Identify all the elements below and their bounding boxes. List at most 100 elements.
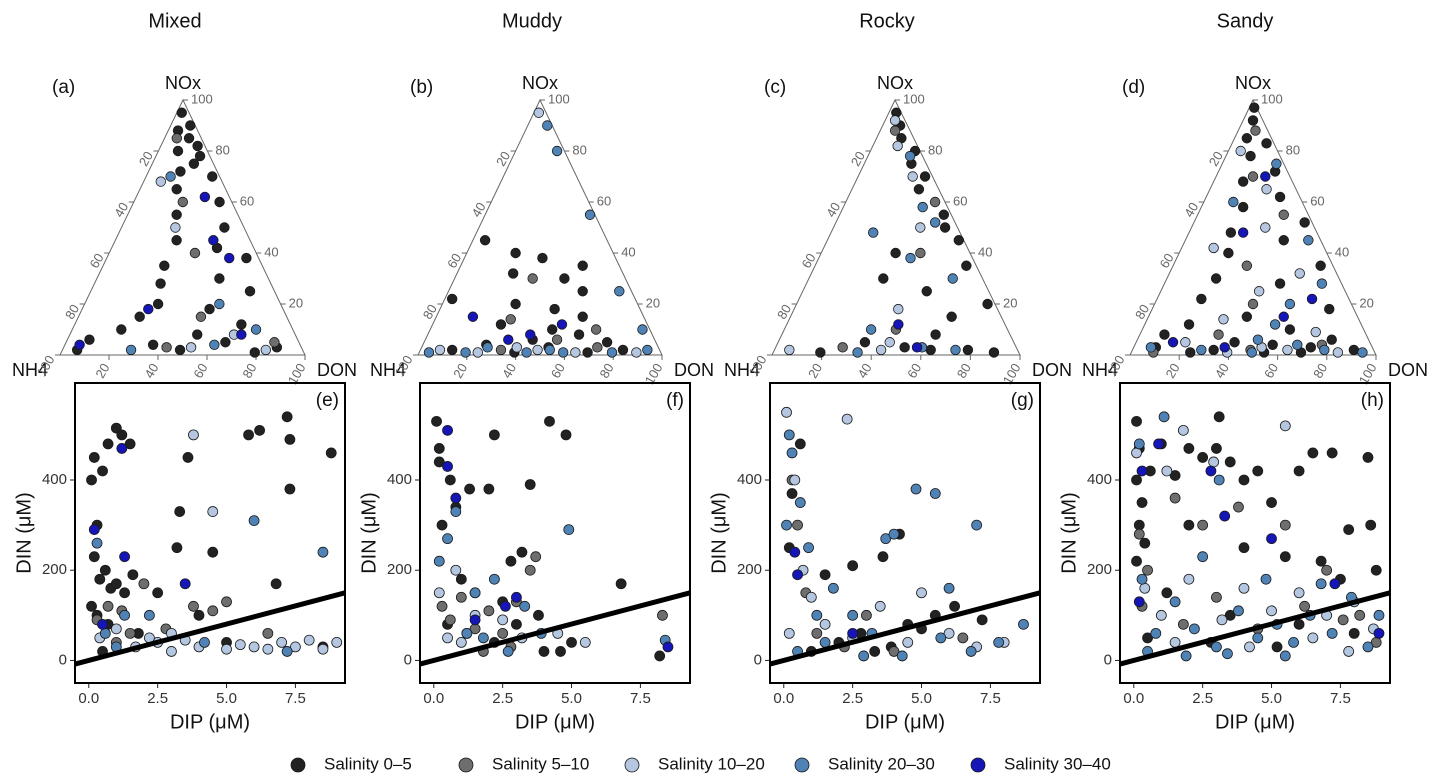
- data-point: [460, 347, 471, 358]
- data-point: [483, 483, 495, 495]
- data-point: [1260, 573, 1272, 585]
- plot-frame: [1119, 382, 1391, 684]
- data-point: [874, 600, 886, 612]
- tick-label: 80: [215, 142, 229, 157]
- data-point: [119, 551, 130, 563]
- data-point: [827, 582, 839, 594]
- data-point: [877, 551, 889, 563]
- data-point: [542, 120, 553, 131]
- data-point: [858, 650, 870, 662]
- data-point: [510, 298, 521, 310]
- data-point: [662, 641, 674, 653]
- data-point: [1233, 501, 1244, 513]
- data-point: [1131, 555, 1142, 567]
- data-point: [236, 319, 247, 330]
- x-axis-title: DIP (μM): [515, 711, 595, 733]
- data-point: [1271, 641, 1283, 653]
- data-point: [938, 209, 950, 220]
- data-point: [946, 311, 957, 322]
- data-point: [510, 247, 521, 259]
- data-point: [1293, 465, 1305, 477]
- x-tick-label: 2.5: [1192, 690, 1213, 707]
- data-point: [916, 587, 927, 599]
- data-point: [929, 488, 941, 499]
- data-point: [179, 578, 191, 590]
- data-point: [442, 424, 453, 436]
- data-point: [502, 646, 514, 657]
- tick-label: 100: [1261, 91, 1283, 106]
- data-point: [803, 542, 814, 554]
- data-point: [1197, 519, 1209, 531]
- data-point: [249, 347, 260, 358]
- tick-label: 40: [141, 361, 161, 381]
- data-point: [1267, 339, 1278, 351]
- data-point: [868, 227, 879, 238]
- data-point: [1237, 227, 1249, 238]
- data-point: [442, 632, 453, 644]
- tick-label: 40: [1212, 361, 1232, 381]
- data-point: [102, 438, 114, 450]
- data-point: [207, 171, 218, 182]
- tick-label: 20: [136, 149, 156, 169]
- data-point: [423, 347, 435, 358]
- data-point: [204, 303, 215, 315]
- data-point: [538, 646, 550, 657]
- data-point: [281, 411, 293, 423]
- data-point: [434, 344, 446, 356]
- data-point: [1177, 424, 1189, 436]
- data-point: [915, 222, 926, 233]
- data-point: [1180, 337, 1191, 348]
- data-point: [1196, 344, 1207, 356]
- tick-label: 40: [264, 244, 278, 259]
- data-point: [1133, 519, 1145, 531]
- data-point: [1329, 578, 1341, 590]
- data-point: [74, 339, 85, 351]
- right-vertex-label: DON: [674, 360, 714, 380]
- data-point: [433, 587, 445, 599]
- data-point: [505, 314, 516, 325]
- x-tick-label: 7.5: [630, 690, 651, 707]
- tick-label: 40: [823, 200, 843, 220]
- data-point: [1223, 247, 1234, 259]
- data-point: [582, 347, 593, 358]
- data-point: [859, 337, 871, 348]
- data-point: [1315, 555, 1327, 567]
- data-point: [642, 344, 653, 356]
- data-point: [524, 479, 536, 490]
- data-point: [902, 636, 914, 648]
- data-point: [236, 329, 247, 340]
- data-point: [1260, 222, 1271, 233]
- data-point: [786, 447, 798, 459]
- data-point: [884, 337, 895, 348]
- data-point: [194, 150, 206, 162]
- data-point: [1241, 311, 1253, 322]
- data-point: [207, 546, 219, 558]
- data-point: [1177, 618, 1189, 630]
- data-point: [1293, 618, 1305, 630]
- data-point: [221, 643, 232, 655]
- data-point: [1310, 326, 1321, 338]
- data-point: [1321, 564, 1333, 576]
- data-point: [511, 342, 523, 353]
- data-point: [1213, 474, 1225, 486]
- data-point: [893, 319, 904, 330]
- data-point: [152, 298, 164, 310]
- tick-label: 60: [799, 251, 819, 271]
- tick-label: 20: [1359, 295, 1373, 310]
- data-point: [1337, 614, 1349, 626]
- data-point: [949, 600, 960, 612]
- data-point: [929, 217, 941, 228]
- data-point: [1213, 411, 1225, 423]
- data-point: [1249, 102, 1260, 113]
- data-point: [224, 252, 235, 264]
- data-point: [875, 344, 887, 356]
- data-point: [953, 235, 964, 246]
- data-point: [1133, 528, 1145, 540]
- tick-label: 80: [597, 361, 617, 381]
- data-point: [1307, 632, 1319, 644]
- x-tick-label: 7.5: [980, 690, 1001, 707]
- top-vertex-label: NOx: [165, 73, 201, 93]
- data-point: [533, 107, 544, 118]
- data-point: [1362, 452, 1374, 463]
